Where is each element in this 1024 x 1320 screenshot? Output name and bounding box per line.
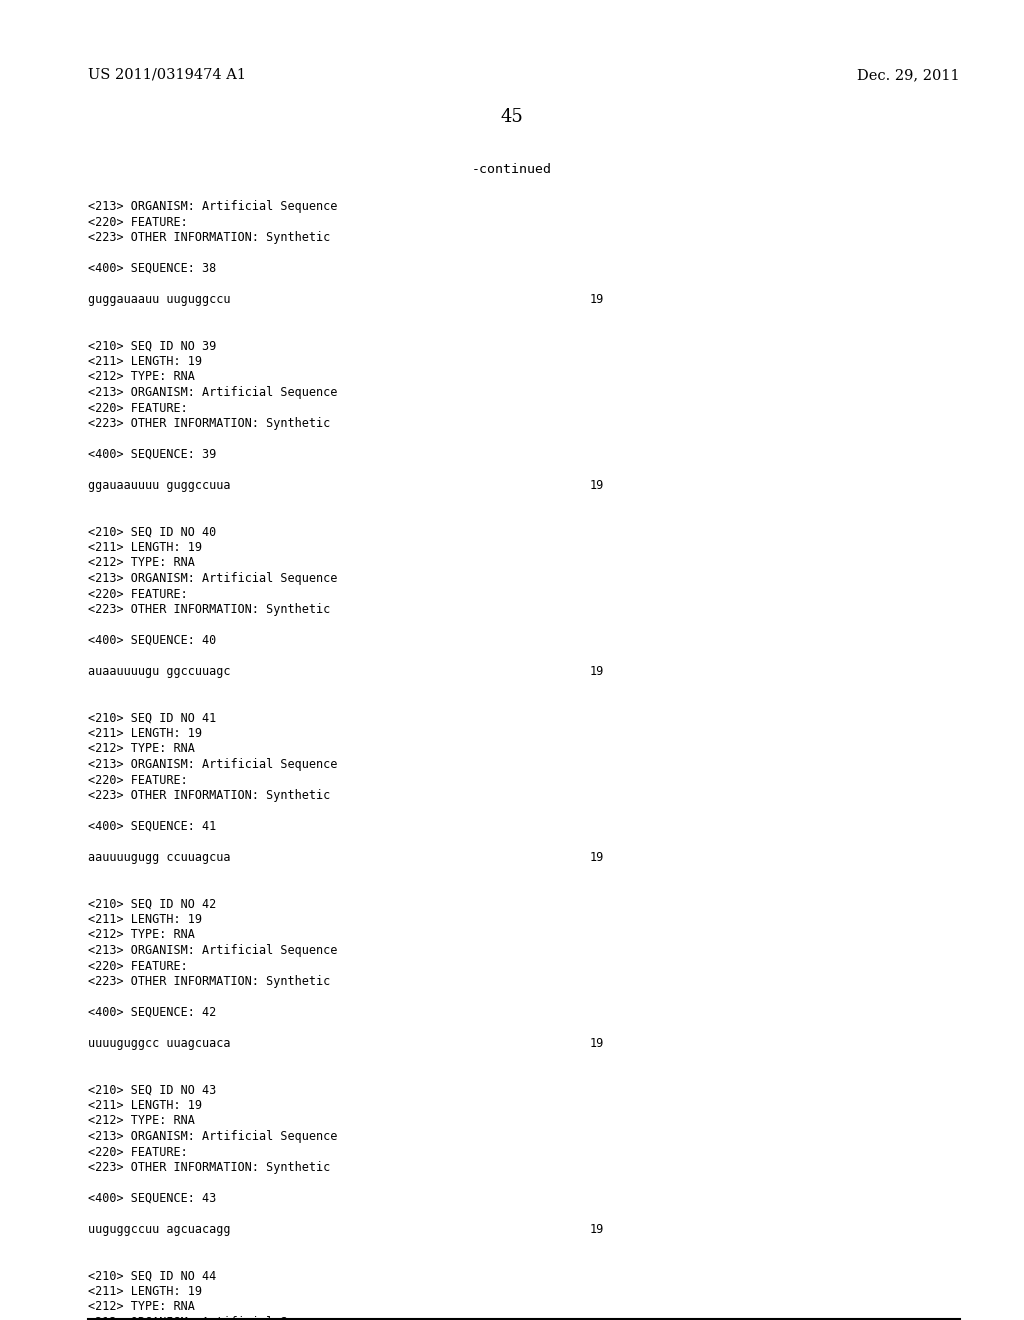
Text: <220> FEATURE:: <220> FEATURE: — [88, 774, 187, 787]
Text: <210> SEQ ID NO 42: <210> SEQ ID NO 42 — [88, 898, 216, 911]
Text: US 2011/0319474 A1: US 2011/0319474 A1 — [88, 69, 246, 82]
Text: <400> SEQUENCE: 39: <400> SEQUENCE: 39 — [88, 447, 216, 461]
Text: <220> FEATURE:: <220> FEATURE: — [88, 1146, 187, 1159]
Text: <213> ORGANISM: Artificial Sequence: <213> ORGANISM: Artificial Sequence — [88, 1130, 337, 1143]
Text: Dec. 29, 2011: Dec. 29, 2011 — [857, 69, 961, 82]
Text: <210> SEQ ID NO 41: <210> SEQ ID NO 41 — [88, 711, 216, 725]
Text: <220> FEATURE:: <220> FEATURE: — [88, 215, 187, 228]
Text: guggauaauu uuguggccu: guggauaauu uuguggccu — [88, 293, 230, 306]
Text: 19: 19 — [590, 479, 604, 492]
Text: <212> TYPE: RNA: <212> TYPE: RNA — [88, 1114, 195, 1127]
Text: <212> TYPE: RNA: <212> TYPE: RNA — [88, 928, 195, 941]
Text: auaauuuugu ggccuuagc: auaauuuugu ggccuuagc — [88, 665, 230, 678]
Text: <223> OTHER INFORMATION: Synthetic: <223> OTHER INFORMATION: Synthetic — [88, 1162, 331, 1173]
Text: <220> FEATURE:: <220> FEATURE: — [88, 401, 187, 414]
Text: <223> OTHER INFORMATION: Synthetic: <223> OTHER INFORMATION: Synthetic — [88, 603, 331, 616]
Text: <213> ORGANISM: Artificial Sequence: <213> ORGANISM: Artificial Sequence — [88, 385, 337, 399]
Text: <211> LENGTH: 19: <211> LENGTH: 19 — [88, 727, 202, 741]
Text: <223> OTHER INFORMATION: Synthetic: <223> OTHER INFORMATION: Synthetic — [88, 975, 331, 987]
Text: <212> TYPE: RNA: <212> TYPE: RNA — [88, 742, 195, 755]
Text: ggauaauuuu guggccuua: ggauaauuuu guggccuua — [88, 479, 230, 492]
Text: <210> SEQ ID NO 39: <210> SEQ ID NO 39 — [88, 339, 216, 352]
Text: <400> SEQUENCE: 40: <400> SEQUENCE: 40 — [88, 634, 216, 647]
Text: <213> ORGANISM: Artificial Sequence: <213> ORGANISM: Artificial Sequence — [88, 758, 337, 771]
Text: <213> ORGANISM: Artificial Sequence: <213> ORGANISM: Artificial Sequence — [88, 572, 337, 585]
Text: <220> FEATURE:: <220> FEATURE: — [88, 587, 187, 601]
Text: <213> ORGANISM: Artificial Sequence: <213> ORGANISM: Artificial Sequence — [88, 1316, 337, 1320]
Text: <400> SEQUENCE: 42: <400> SEQUENCE: 42 — [88, 1006, 216, 1019]
Text: <213> ORGANISM: Artificial Sequence: <213> ORGANISM: Artificial Sequence — [88, 944, 337, 957]
Text: <210> SEQ ID NO 40: <210> SEQ ID NO 40 — [88, 525, 216, 539]
Text: <400> SEQUENCE: 41: <400> SEQUENCE: 41 — [88, 820, 216, 833]
Text: <223> OTHER INFORMATION: Synthetic: <223> OTHER INFORMATION: Synthetic — [88, 417, 331, 430]
Text: <211> LENGTH: 19: <211> LENGTH: 19 — [88, 913, 202, 927]
Text: uuuuguggcc uuagcuaca: uuuuguggcc uuagcuaca — [88, 1038, 230, 1049]
Text: <211> LENGTH: 19: <211> LENGTH: 19 — [88, 1100, 202, 1111]
Text: <400> SEQUENCE: 43: <400> SEQUENCE: 43 — [88, 1192, 216, 1205]
Text: <400> SEQUENCE: 38: <400> SEQUENCE: 38 — [88, 261, 216, 275]
Text: 19: 19 — [590, 293, 604, 306]
Text: <211> LENGTH: 19: <211> LENGTH: 19 — [88, 541, 202, 554]
Text: <212> TYPE: RNA: <212> TYPE: RNA — [88, 1300, 195, 1313]
Text: <211> LENGTH: 19: <211> LENGTH: 19 — [88, 1284, 202, 1298]
Text: 19: 19 — [590, 1224, 604, 1236]
Text: <212> TYPE: RNA: <212> TYPE: RNA — [88, 371, 195, 384]
Text: 45: 45 — [501, 108, 523, 125]
Text: <223> OTHER INFORMATION: Synthetic: <223> OTHER INFORMATION: Synthetic — [88, 231, 331, 244]
Text: <210> SEQ ID NO 43: <210> SEQ ID NO 43 — [88, 1084, 216, 1097]
Text: <220> FEATURE:: <220> FEATURE: — [88, 960, 187, 973]
Text: <210> SEQ ID NO 44: <210> SEQ ID NO 44 — [88, 1270, 216, 1283]
Text: 19: 19 — [590, 851, 604, 865]
Text: uuguggccuu agcuacagg: uuguggccuu agcuacagg — [88, 1224, 230, 1236]
Text: -continued: -continued — [472, 162, 552, 176]
Text: <213> ORGANISM: Artificial Sequence: <213> ORGANISM: Artificial Sequence — [88, 201, 337, 213]
Text: <223> OTHER INFORMATION: Synthetic: <223> OTHER INFORMATION: Synthetic — [88, 789, 331, 803]
Text: aauuuugugg ccuuagcua: aauuuugugg ccuuagcua — [88, 851, 230, 865]
Text: <212> TYPE: RNA: <212> TYPE: RNA — [88, 557, 195, 569]
Text: 19: 19 — [590, 665, 604, 678]
Text: <211> LENGTH: 19: <211> LENGTH: 19 — [88, 355, 202, 368]
Text: 19: 19 — [590, 1038, 604, 1049]
